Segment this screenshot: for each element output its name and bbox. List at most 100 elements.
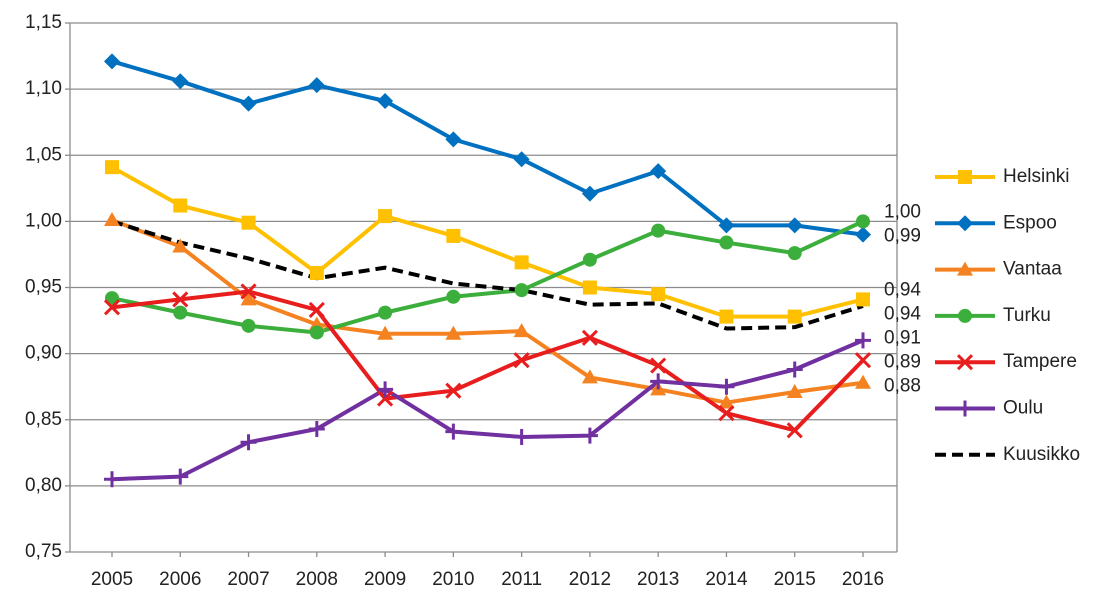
point	[172, 291, 189, 308]
point	[241, 318, 256, 333]
point	[786, 422, 803, 439]
point	[651, 223, 666, 238]
point	[650, 163, 667, 180]
point	[173, 198, 188, 213]
series-line	[111, 219, 864, 335]
point	[308, 77, 325, 94]
point	[377, 93, 394, 110]
point	[514, 283, 529, 298]
point	[718, 405, 735, 422]
point	[514, 255, 529, 270]
point	[513, 428, 530, 445]
point	[582, 252, 597, 267]
end-label: 0,99	[884, 225, 921, 246]
point	[787, 246, 802, 261]
point	[308, 421, 325, 438]
y-tick-label: 1,10	[25, 78, 62, 99]
x-tick-label: 2012	[569, 569, 611, 590]
point	[240, 95, 257, 112]
point	[445, 325, 462, 340]
point	[172, 73, 189, 90]
point	[377, 325, 394, 340]
point	[240, 291, 257, 306]
legend-label: Helsinki	[1003, 166, 1070, 187]
point	[172, 468, 189, 485]
y-tick-label: 1,00	[25, 210, 62, 231]
y-tick-label: 0,75	[25, 541, 62, 562]
legend-label: Espoo	[1003, 212, 1057, 233]
point	[445, 131, 462, 148]
point	[445, 382, 462, 399]
end-label: 0,94	[884, 303, 921, 324]
legend-label: Tampere	[1003, 351, 1077, 372]
y-tick-label: 0,95	[25, 277, 62, 298]
point	[172, 238, 189, 253]
point	[240, 434, 257, 451]
point	[513, 352, 530, 369]
point	[581, 329, 598, 346]
point	[786, 217, 803, 234]
x-tick-label: 2011	[501, 569, 542, 590]
point	[446, 289, 461, 304]
point	[173, 305, 188, 320]
x-tick-label: 2009	[364, 569, 406, 590]
point	[856, 292, 870, 307]
point	[377, 390, 394, 407]
point	[378, 209, 393, 224]
point	[445, 423, 462, 440]
x-tick-label: 2010	[432, 569, 474, 590]
point	[719, 235, 734, 250]
series-line	[111, 338, 864, 482]
point	[513, 151, 530, 168]
point	[241, 215, 256, 230]
point	[855, 332, 871, 349]
point	[377, 381, 394, 398]
point	[651, 287, 666, 302]
point	[650, 357, 667, 374]
point	[105, 160, 119, 175]
series-line	[111, 219, 864, 331]
point	[378, 305, 393, 320]
x-tick-label: 2008	[296, 569, 338, 590]
point	[104, 212, 120, 227]
point	[718, 378, 735, 395]
point	[582, 280, 597, 295]
x-tick-label: 2007	[227, 569, 269, 590]
legend-marker	[957, 215, 973, 232]
x-tick-label: 2005	[91, 569, 133, 590]
series-line	[111, 289, 865, 433]
point	[786, 383, 803, 398]
point	[786, 361, 803, 378]
legend-marker	[957, 400, 973, 417]
y-tick-label: 1,15	[25, 12, 62, 33]
series-line	[111, 165, 864, 319]
point	[787, 309, 802, 324]
point	[581, 427, 598, 444]
x-tick-label: 2014	[705, 569, 748, 590]
point	[650, 373, 667, 390]
point	[718, 394, 735, 409]
point	[308, 301, 325, 319]
legend-marker	[957, 261, 973, 276]
x-tick-label: 2016	[842, 569, 884, 590]
end-label: 0,91	[884, 327, 921, 348]
y-tick-label: 0,90	[25, 343, 62, 364]
series-line	[111, 59, 864, 237]
end-label: 1,00	[884, 201, 921, 222]
point	[309, 325, 324, 340]
point	[105, 291, 119, 306]
y-tick-label: 0,85	[25, 409, 62, 430]
point	[855, 226, 871, 243]
y-tick-label: 1,05	[25, 144, 62, 165]
point	[103, 299, 121, 316]
end-label: 0,88	[884, 375, 921, 396]
legend-label: Oulu	[1003, 398, 1043, 419]
point	[719, 309, 734, 324]
y-tick-label: 0,80	[25, 475, 62, 496]
point	[309, 265, 324, 280]
point	[104, 53, 120, 70]
legend-marker	[958, 170, 972, 184]
point	[513, 323, 530, 338]
x-tick-label: 2015	[774, 569, 816, 590]
